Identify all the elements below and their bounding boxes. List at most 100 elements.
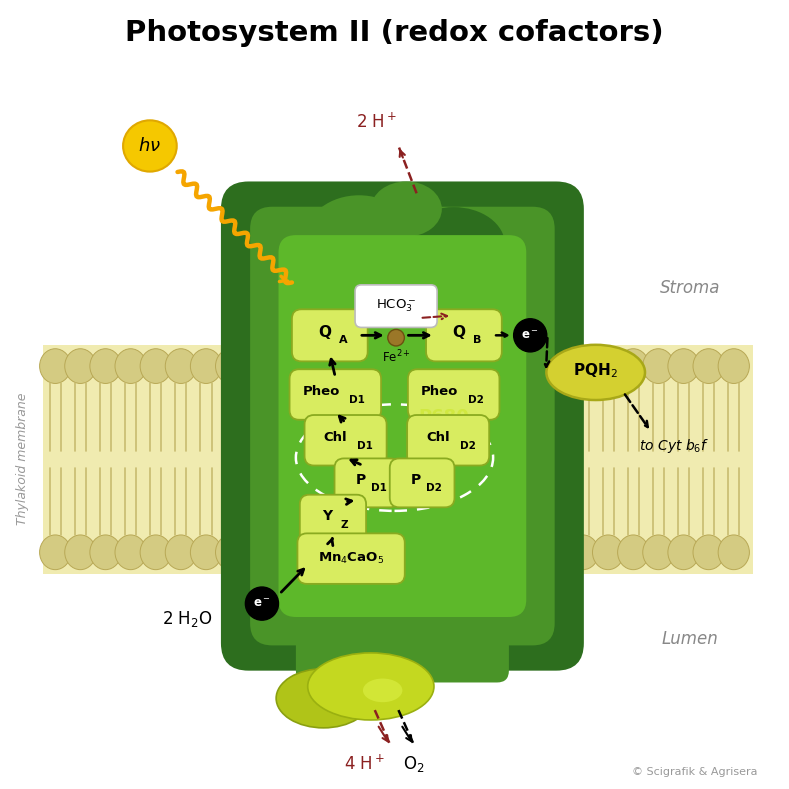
Text: Q: Q (452, 324, 465, 340)
FancyBboxPatch shape (335, 458, 399, 507)
Text: Pheo: Pheo (302, 385, 340, 398)
Text: Pheo: Pheo (421, 385, 458, 398)
Text: P680: P680 (418, 408, 469, 425)
Bar (43, 345, 753, 574)
Ellipse shape (542, 535, 574, 570)
Ellipse shape (492, 349, 523, 383)
Ellipse shape (366, 349, 398, 383)
Ellipse shape (593, 349, 624, 383)
Ellipse shape (140, 535, 171, 570)
Text: Z: Z (340, 520, 348, 529)
Ellipse shape (90, 349, 122, 383)
Text: Y: Y (323, 509, 332, 523)
Ellipse shape (693, 349, 724, 383)
Ellipse shape (140, 349, 171, 383)
Text: D2: D2 (468, 395, 484, 405)
Ellipse shape (245, 587, 279, 620)
FancyBboxPatch shape (407, 415, 489, 466)
Ellipse shape (123, 120, 177, 172)
FancyBboxPatch shape (426, 309, 502, 361)
Ellipse shape (306, 195, 413, 278)
Ellipse shape (718, 535, 750, 570)
Text: Q: Q (318, 324, 331, 340)
Text: $h\nu$: $h\nu$ (138, 137, 162, 155)
Ellipse shape (165, 535, 196, 570)
Ellipse shape (442, 349, 473, 383)
FancyBboxPatch shape (221, 181, 584, 671)
Ellipse shape (39, 535, 71, 570)
Ellipse shape (567, 349, 599, 383)
Text: D1: D1 (350, 395, 365, 405)
Ellipse shape (308, 653, 434, 720)
Text: Fe$^{2+}$: Fe$^{2+}$ (382, 349, 410, 366)
Ellipse shape (442, 535, 473, 570)
Ellipse shape (542, 349, 574, 383)
FancyBboxPatch shape (300, 495, 366, 544)
Ellipse shape (65, 535, 96, 570)
Ellipse shape (492, 535, 523, 570)
Ellipse shape (693, 535, 724, 570)
Text: Chl: Chl (426, 431, 450, 443)
FancyBboxPatch shape (355, 285, 437, 327)
FancyBboxPatch shape (279, 235, 526, 617)
Text: P: P (411, 473, 421, 487)
Ellipse shape (371, 181, 442, 237)
Text: Mn$_4$CaO$_5$: Mn$_4$CaO$_5$ (318, 551, 384, 567)
Ellipse shape (190, 535, 222, 570)
Ellipse shape (190, 349, 222, 383)
Text: P: P (356, 473, 365, 487)
Text: Photosystem II (redox cofactors): Photosystem II (redox cofactors) (125, 19, 664, 47)
FancyBboxPatch shape (408, 369, 499, 420)
FancyBboxPatch shape (305, 415, 387, 466)
Ellipse shape (215, 535, 247, 570)
Ellipse shape (90, 535, 122, 570)
Ellipse shape (115, 349, 146, 383)
Ellipse shape (417, 349, 448, 383)
Text: Lumen: Lumen (662, 630, 719, 648)
Ellipse shape (341, 349, 372, 383)
Ellipse shape (546, 345, 645, 400)
FancyBboxPatch shape (296, 572, 509, 682)
Text: Thylakoid membrane: Thylakoid membrane (16, 393, 28, 525)
Ellipse shape (291, 349, 322, 383)
Ellipse shape (517, 349, 548, 383)
Ellipse shape (517, 535, 548, 570)
Text: HCO$_3^-$: HCO$_3^-$ (376, 297, 417, 313)
FancyBboxPatch shape (297, 533, 405, 584)
Ellipse shape (467, 535, 498, 570)
Ellipse shape (593, 535, 624, 570)
Text: © Scigrafik & Agrisera: © Scigrafik & Agrisera (631, 767, 757, 776)
Text: e$^-$: e$^-$ (253, 597, 271, 610)
Text: e$^-$: e$^-$ (522, 329, 539, 342)
Ellipse shape (341, 535, 372, 570)
Ellipse shape (266, 535, 297, 570)
Ellipse shape (291, 535, 322, 570)
Text: D1: D1 (357, 441, 373, 451)
Text: 2 H$^+$: 2 H$^+$ (357, 113, 398, 132)
Ellipse shape (514, 319, 547, 352)
Ellipse shape (417, 535, 448, 570)
Text: D1: D1 (371, 484, 387, 493)
Ellipse shape (366, 535, 398, 570)
Ellipse shape (391, 349, 423, 383)
Text: Stroma: Stroma (660, 279, 720, 297)
Text: to Cyt $b_6f$: to Cyt $b_6f$ (639, 437, 709, 454)
Text: D2: D2 (426, 484, 442, 493)
Text: B: B (473, 335, 481, 345)
FancyBboxPatch shape (290, 369, 381, 420)
Ellipse shape (241, 535, 272, 570)
Ellipse shape (618, 535, 649, 570)
Ellipse shape (643, 535, 674, 570)
Ellipse shape (391, 535, 423, 570)
Ellipse shape (115, 535, 146, 570)
Text: O$_2$: O$_2$ (403, 753, 425, 774)
Text: A: A (339, 335, 347, 345)
Ellipse shape (618, 349, 649, 383)
Ellipse shape (363, 679, 402, 702)
Ellipse shape (165, 349, 196, 383)
Text: 2 H$_2$O: 2 H$_2$O (163, 609, 213, 630)
Ellipse shape (718, 349, 750, 383)
FancyBboxPatch shape (250, 207, 555, 645)
Text: 4 H$^+$: 4 H$^+$ (344, 754, 385, 773)
Ellipse shape (643, 349, 674, 383)
